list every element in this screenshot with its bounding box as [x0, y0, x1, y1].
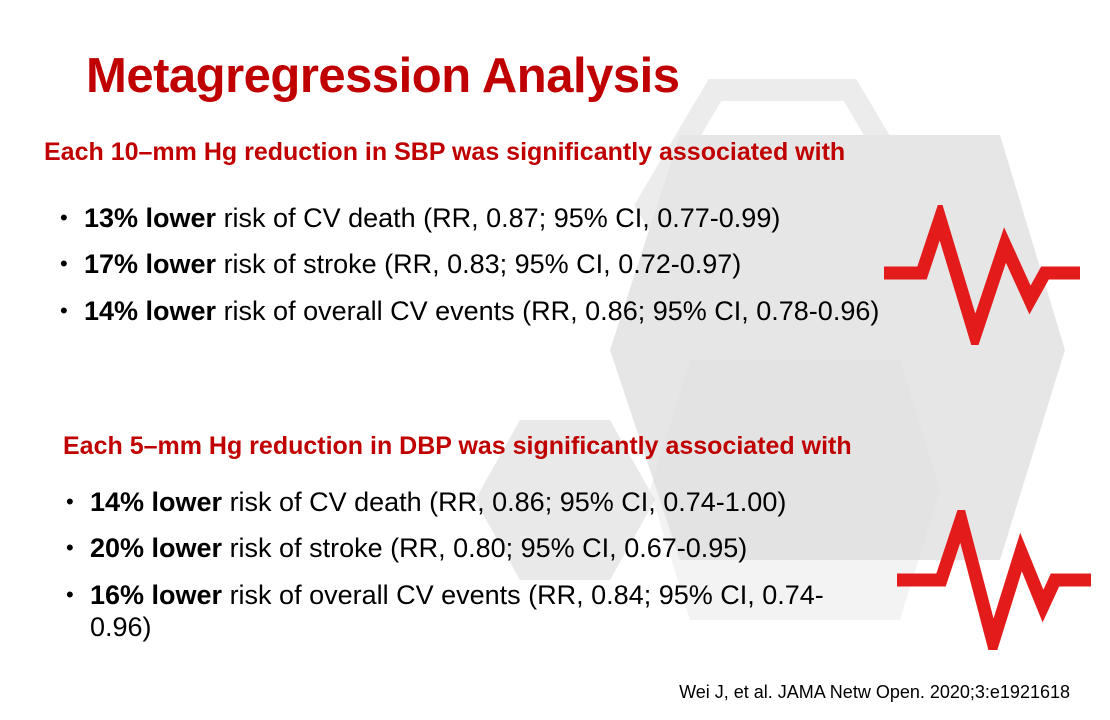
section-heading-sbp: Each 10–mm Hg reduction in SBP was signi… — [44, 138, 846, 166]
list-item: • 14% lower risk of overall CV events (R… — [60, 295, 930, 327]
sbp-bullet-list: • 13% lower risk of CV death (RR, 0.87; … — [60, 202, 930, 341]
heartbeat-pulse-icon — [897, 510, 1091, 650]
item-text: risk of stroke (RR, 0.83; 95% CI, 0.72-0… — [216, 249, 742, 280]
highlight-text: 20% lower — [90, 533, 223, 564]
heartbeat-pulse-icon — [884, 205, 1080, 345]
citation: Wei J, et al. JAMA Netw Open. 2020;3:e19… — [679, 682, 1070, 702]
list-item: • 14% lower risk of CV death (RR, 0.86; … — [66, 486, 866, 518]
bullet-dot-icon: • — [60, 205, 68, 230]
item-text: risk of stroke (RR, 0.80; 95% CI, 0.67-0… — [222, 533, 748, 564]
bullet-dot-icon: • — [66, 535, 74, 561]
list-item: • 16% lower risk of overall CV events (R… — [66, 579, 866, 644]
list-item: • 17% lower risk of stroke (RR, 0.83; 95… — [60, 248, 930, 280]
highlight-text: 14% lower — [84, 295, 217, 326]
list-item: • 20% lower risk of stroke (RR, 0.80; 95… — [66, 532, 866, 564]
bullet-dot-icon: • — [66, 581, 74, 607]
item-text: risk of overall CV events (RR, 0.86; 95%… — [216, 295, 880, 326]
bullet-dot-icon: • — [66, 489, 74, 514]
list-item: • 13% lower risk of CV death (RR, 0.87; … — [60, 202, 930, 234]
highlight-text: 13% lower — [84, 203, 217, 233]
item-text: risk of CV death (RR, 0.87; 95% CI, 0.77… — [216, 203, 781, 233]
highlight-text: 17% lower — [84, 249, 217, 280]
item-text: risk of overall CV events (RR, 0.84; 95%… — [90, 579, 824, 643]
highlight-text: 16% lower — [90, 579, 223, 610]
highlight-text: 14% lower — [90, 487, 223, 517]
dbp-bullet-list: • 14% lower risk of CV death (RR, 0.86; … — [66, 486, 866, 658]
bullet-dot-icon: • — [60, 251, 68, 277]
item-text: risk of CV death (RR, 0.86; 95% CI, 0.74… — [222, 487, 787, 517]
page-title: Metagregression Analysis — [86, 49, 680, 103]
section-heading-dbp: Each 5–mm Hg reduction in DBP was signif… — [63, 432, 852, 460]
bullet-dot-icon: • — [60, 297, 68, 323]
